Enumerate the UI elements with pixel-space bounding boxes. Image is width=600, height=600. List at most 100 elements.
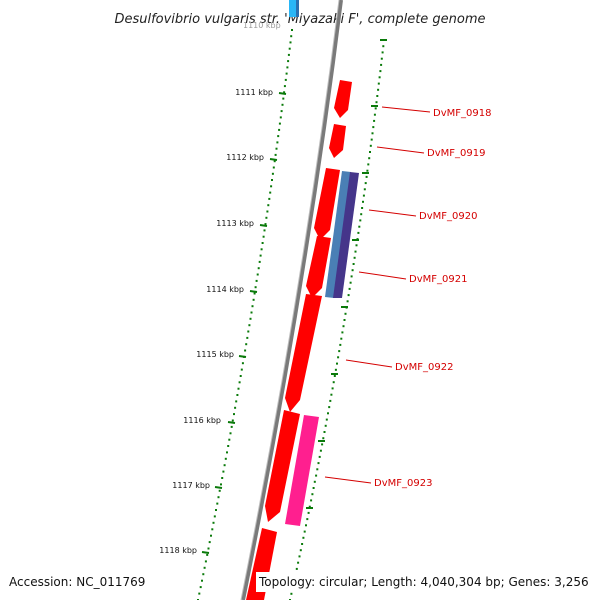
minor-tick-inner [234,406,237,409]
minor-tick-inner [236,394,239,396]
minor-tick-outer [342,325,345,328]
minor-tick-outer [290,592,293,595]
scale-ticks-inner [197,29,293,600]
cyan-gene-fragment[interactable] [289,0,299,17]
minor-tick-outer [344,312,347,315]
minor-tick-outer [357,231,360,234]
gene-label-DvMF_0922[interactable]: DvMF_0922 [395,362,453,373]
minor-tick-outer [322,437,325,440]
map-title: Desulfovibrio vulgaris str. 'Miyazaki F'… [114,12,485,27]
minor-tick-inner [245,343,248,346]
minor-tick-inner [201,579,203,582]
minor-tick-inner [254,286,257,289]
minor-tick-inner [264,223,267,226]
accession-text: Accession: NC_011769 [9,575,145,589]
kbp-label-1111: 1111 kbp [235,88,273,97]
minor-tick-inner [230,425,233,428]
gene-DvMF_0923[interactable] [265,410,300,522]
minor-tick-inner [265,216,268,219]
gene-DvMF_0920[interactable] [314,168,340,240]
minor-tick-outer [379,70,382,73]
minor-tick-inner [275,147,278,150]
kbp-label-1113: 1113 kbp [216,219,254,228]
gene-pink-band[interactable] [285,415,319,526]
minor-tick-inner [229,432,232,435]
footer-summary-bg [256,572,596,592]
minor-tick-inner [220,483,222,486]
minor-tick-outer [333,375,336,377]
minor-tick-outer [324,424,327,427]
minor-tick-outer [336,362,338,365]
minor-tick-inner [218,489,221,492]
footer-accession-bg [0,572,152,592]
minor-tick-inner [278,128,281,131]
minor-tick-inner [249,317,252,320]
gene-label-DvMF_0921[interactable]: DvMF_0921 [409,274,467,285]
genome-backbone-highlight [240,0,340,600]
minor-tick-inner [261,242,264,244]
minor-tick-outer [323,431,326,433]
minor-tick-outer [312,487,315,489]
minor-tick-inner [210,534,212,537]
minor-tick-outer [332,381,335,384]
minor-tick-outer [337,356,340,359]
kbp-label-1112: 1112 kbp [226,153,264,162]
gene-DvMF_0919[interactable] [329,124,346,158]
minor-tick-inner [282,97,285,100]
gene-DvMF_0921[interactable] [306,236,331,298]
minor-tick-inner [199,586,202,589]
gene-DvMF_0922[interactable] [285,294,322,412]
gene-label-DvMF_0919[interactable]: DvMF_0919 [427,148,485,159]
minor-tick-inner [246,336,249,339]
gene-label-DvMF_0923[interactable]: DvMF_0923 [374,478,432,489]
minor-tick-inner [256,273,259,276]
minor-tick-outer [369,151,371,153]
minor-tick-inner [287,60,290,63]
minor-tick-inner [267,204,270,207]
minor-tick-outer [375,101,378,104]
gene-label-DvMF_0920[interactable]: DvMF_0920 [419,211,477,222]
minor-tick-outer [368,157,371,160]
gene-next-red[interactable] [246,528,277,600]
minor-tick-inner [283,85,286,88]
minor-tick-inner [233,413,235,416]
genome-backbone [241,0,343,600]
minor-tick-inner [248,324,251,327]
minor-tick-inner [270,185,273,188]
minor-tick-outer [299,549,302,552]
minor-tick-outer [369,144,372,147]
minor-tick-outer [373,113,376,116]
minor-tick-outer [363,188,366,191]
minor-tick-outer [365,175,368,178]
minor-tick-inner [269,191,272,194]
genome-summary-text: Topology: circular; Length: 4,040,304 bp… [258,575,589,589]
minor-tick-inner [255,279,258,282]
minor-tick-outer [321,443,324,446]
gene-label-DvMF_0918[interactable]: DvMF_0918 [433,108,491,119]
gene-purple-band[interactable] [333,172,359,298]
minor-tick-inner [277,135,280,138]
minor-tick-inner [251,305,254,308]
minor-tick-outer [331,387,334,390]
minor-tick-outer [317,462,320,465]
minor-tick-outer [338,350,341,353]
minor-tick-inner [231,419,234,422]
gene-blue-band[interactable] [325,171,351,298]
minor-tick-inner [228,438,231,441]
minor-tick-inner [238,381,241,384]
minor-tick-inner [198,592,201,595]
minor-tick-inner [283,91,286,94]
gene-DvMF_0918[interactable] [334,80,352,118]
minor-tick-outer [341,331,344,334]
minor-tick-inner [226,451,228,454]
kbp-labels: 1111 kbp 1112 kbp 1113 kbp 1114 kbp 1115… [159,88,273,555]
minor-tick-outer [348,287,351,290]
minor-tick-outer [305,524,307,527]
minor-tick-outer [298,555,301,558]
minor-tick-inner [215,509,217,511]
minor-tick-inner [290,35,293,38]
gene-leaders [324,106,431,484]
minor-tick-outer [330,393,333,396]
minor-tick-outer [349,281,352,284]
minor-tick-inner [241,362,244,365]
